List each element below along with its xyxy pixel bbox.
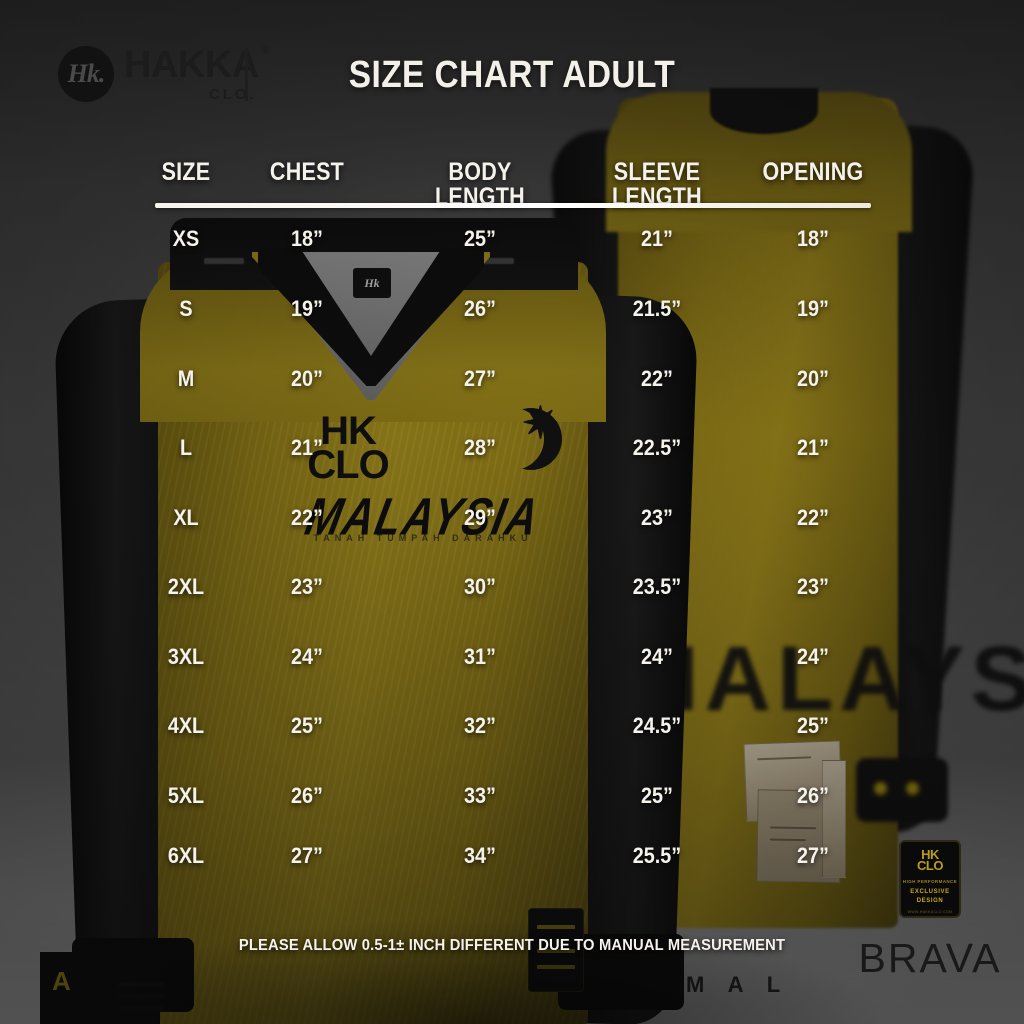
- cell-chest: 18”: [291, 226, 323, 251]
- cell-chest: 26”: [291, 783, 323, 808]
- cell-size: 3XL: [167, 644, 205, 669]
- cell-opening: 27”: [797, 843, 829, 868]
- exclusive-design-badge: HK CLO HIGH PERFORMANCE EXCLUSIVE DESIGN …: [899, 840, 961, 918]
- table-row: XS 18” 25” 21” 18”: [150, 228, 880, 250]
- cell-body-length: 29”: [464, 505, 496, 530]
- jersey-back-collar: [710, 88, 818, 134]
- cell-body-length: 34”: [464, 843, 496, 868]
- cell-opening: 21”: [797, 435, 829, 460]
- cell-sleeve-length: 21”: [641, 226, 673, 251]
- cell-chest: 23”: [291, 574, 323, 599]
- cell-body-length: 33”: [464, 783, 496, 808]
- cell-sleeve-length: 24”: [641, 644, 673, 669]
- cell-sleeve-length: 25.5”: [632, 843, 682, 868]
- cell-opening: 24”: [797, 644, 829, 669]
- cell-body-length: 27”: [464, 366, 496, 391]
- jersey-neck-label-text: Hk: [364, 276, 379, 291]
- page-title: SIZE CHART ADULT: [348, 54, 676, 96]
- registered-trademark-icon: ®: [261, 44, 270, 56]
- cell-opening: 25”: [797, 713, 829, 738]
- table-row: L 21” 28” 22.5” 21”: [150, 437, 880, 459]
- cell-opening: 18”: [797, 226, 829, 251]
- cell-sleeve-length: 21.5”: [632, 296, 682, 321]
- column-header-chest: CHEST: [269, 158, 345, 186]
- cell-sleeve-length: 22”: [641, 366, 673, 391]
- cell-chest: 20”: [291, 366, 323, 391]
- cell-sleeve-length: 25”: [641, 783, 673, 808]
- cell-size: L: [179, 435, 193, 460]
- badge-line-3: DESIGN: [916, 897, 944, 904]
- cell-chest: 22”: [291, 505, 323, 530]
- cell-size: M: [177, 366, 195, 391]
- cell-size: 6XL: [167, 843, 205, 868]
- table-row: XL 22” 29” 23” 22”: [150, 507, 880, 529]
- cell-opening: 22”: [797, 505, 829, 530]
- badge-line-4: WWW.HAKKACLO.COM: [907, 909, 953, 914]
- table-row: 3XL 24” 31” 24” 24”: [150, 646, 880, 668]
- brand-subname: CLO.: [208, 86, 257, 103]
- cell-body-length: 25”: [464, 226, 496, 251]
- brava-branding: HK CLO HIGH PERFORMANCE EXCLUSIVE DESIGN …: [855, 840, 1005, 979]
- prop-box: [822, 760, 846, 878]
- table-row: 4XL 25” 32” 24.5” 25”: [150, 715, 880, 737]
- header: Hk. HAKKA ® CLO. SIZE CHART ADULT: [0, 0, 1024, 140]
- column-header-size: SIZE: [161, 158, 211, 186]
- cell-chest: 19”: [291, 296, 323, 321]
- cell-sleeve-length: 23.5”: [632, 574, 682, 599]
- measurement-disclaimer: PLEASE ALLOW 0.5-1± INCH DIFFERENT DUE T…: [238, 937, 786, 954]
- brand-wordmark: HAKKA ® CLO.: [124, 44, 270, 103]
- cell-body-length: 26”: [464, 296, 496, 321]
- cell-sleeve-length: 22.5”: [632, 435, 682, 460]
- table-row: 5XL 26” 33” 25” 26”: [150, 785, 880, 807]
- badge-logo-icon: HK CLO: [917, 847, 943, 874]
- cell-chest: 27”: [291, 843, 323, 868]
- cell-size: 2XL: [167, 574, 205, 599]
- hakka-monogram-icon: Hk.: [58, 46, 114, 102]
- table-row: M 20” 27” 22” 20”: [150, 368, 880, 390]
- table-row: 2XL 23” 30” 23.5” 23”: [150, 576, 880, 598]
- cell-chest: 24”: [291, 644, 323, 669]
- cell-sleeve-length: 24.5”: [632, 713, 682, 738]
- yoke-tape: [474, 258, 514, 264]
- cell-body-length: 30”: [464, 574, 496, 599]
- cell-opening: 23”: [797, 574, 829, 599]
- badge-line-1: HIGH PERFORMANCE: [902, 879, 958, 885]
- cell-chest: 25”: [291, 713, 323, 738]
- cell-size: XS: [172, 226, 200, 251]
- brand-name: HAKKA: [124, 44, 259, 86]
- jersey-back-right-cuff: [856, 758, 948, 822]
- star-icon: ✷: [522, 402, 559, 446]
- hakka-monogram-text: Hk.: [67, 59, 106, 88]
- header-underline: [155, 203, 871, 208]
- cell-chest: 21”: [291, 435, 323, 460]
- cuff-dot-icon: [906, 782, 919, 795]
- header-divider: [245, 47, 248, 101]
- cell-size: 4XL: [167, 713, 205, 738]
- column-header-opening: OPENING: [762, 158, 864, 186]
- badge-line-2: EXCLUSIVE: [910, 888, 950, 895]
- yoke-tape: [204, 258, 244, 264]
- brand-logo: Hk. HAKKA ® CLO.: [58, 44, 270, 104]
- cell-opening: 26”: [797, 783, 829, 808]
- cell-body-length: 32”: [464, 713, 496, 738]
- cell-body-length: 31”: [464, 644, 496, 669]
- table-row: S 19” 26” 21.5” 19”: [150, 298, 880, 320]
- table-row: 6XL 27” 34” 25.5” 27”: [150, 845, 880, 867]
- cell-sleeve-length: 23”: [641, 505, 673, 530]
- cell-opening: 20”: [797, 366, 829, 391]
- floor-shadow: [0, 874, 1024, 1024]
- cell-opening: 19”: [797, 296, 829, 321]
- cell-body-length: 28”: [464, 435, 496, 460]
- jersey-neck-label: Hk: [353, 268, 391, 298]
- brava-wordmark: BRAVA: [858, 935, 1002, 981]
- jersey-front-tagline: TANAH TUMPAH DARAHKU: [298, 534, 548, 543]
- cell-size: 5XL: [167, 783, 205, 808]
- cell-size: XL: [173, 505, 199, 530]
- cell-size: S: [179, 296, 193, 321]
- cuff-dot-icon: [874, 782, 887, 795]
